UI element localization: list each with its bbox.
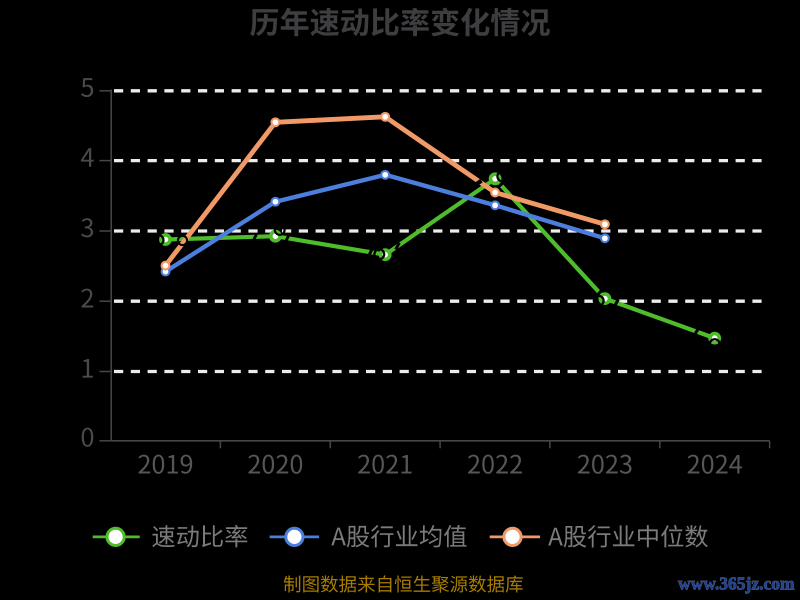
svg-text:www.365jz.com: www.365jz.com bbox=[678, 574, 795, 594]
